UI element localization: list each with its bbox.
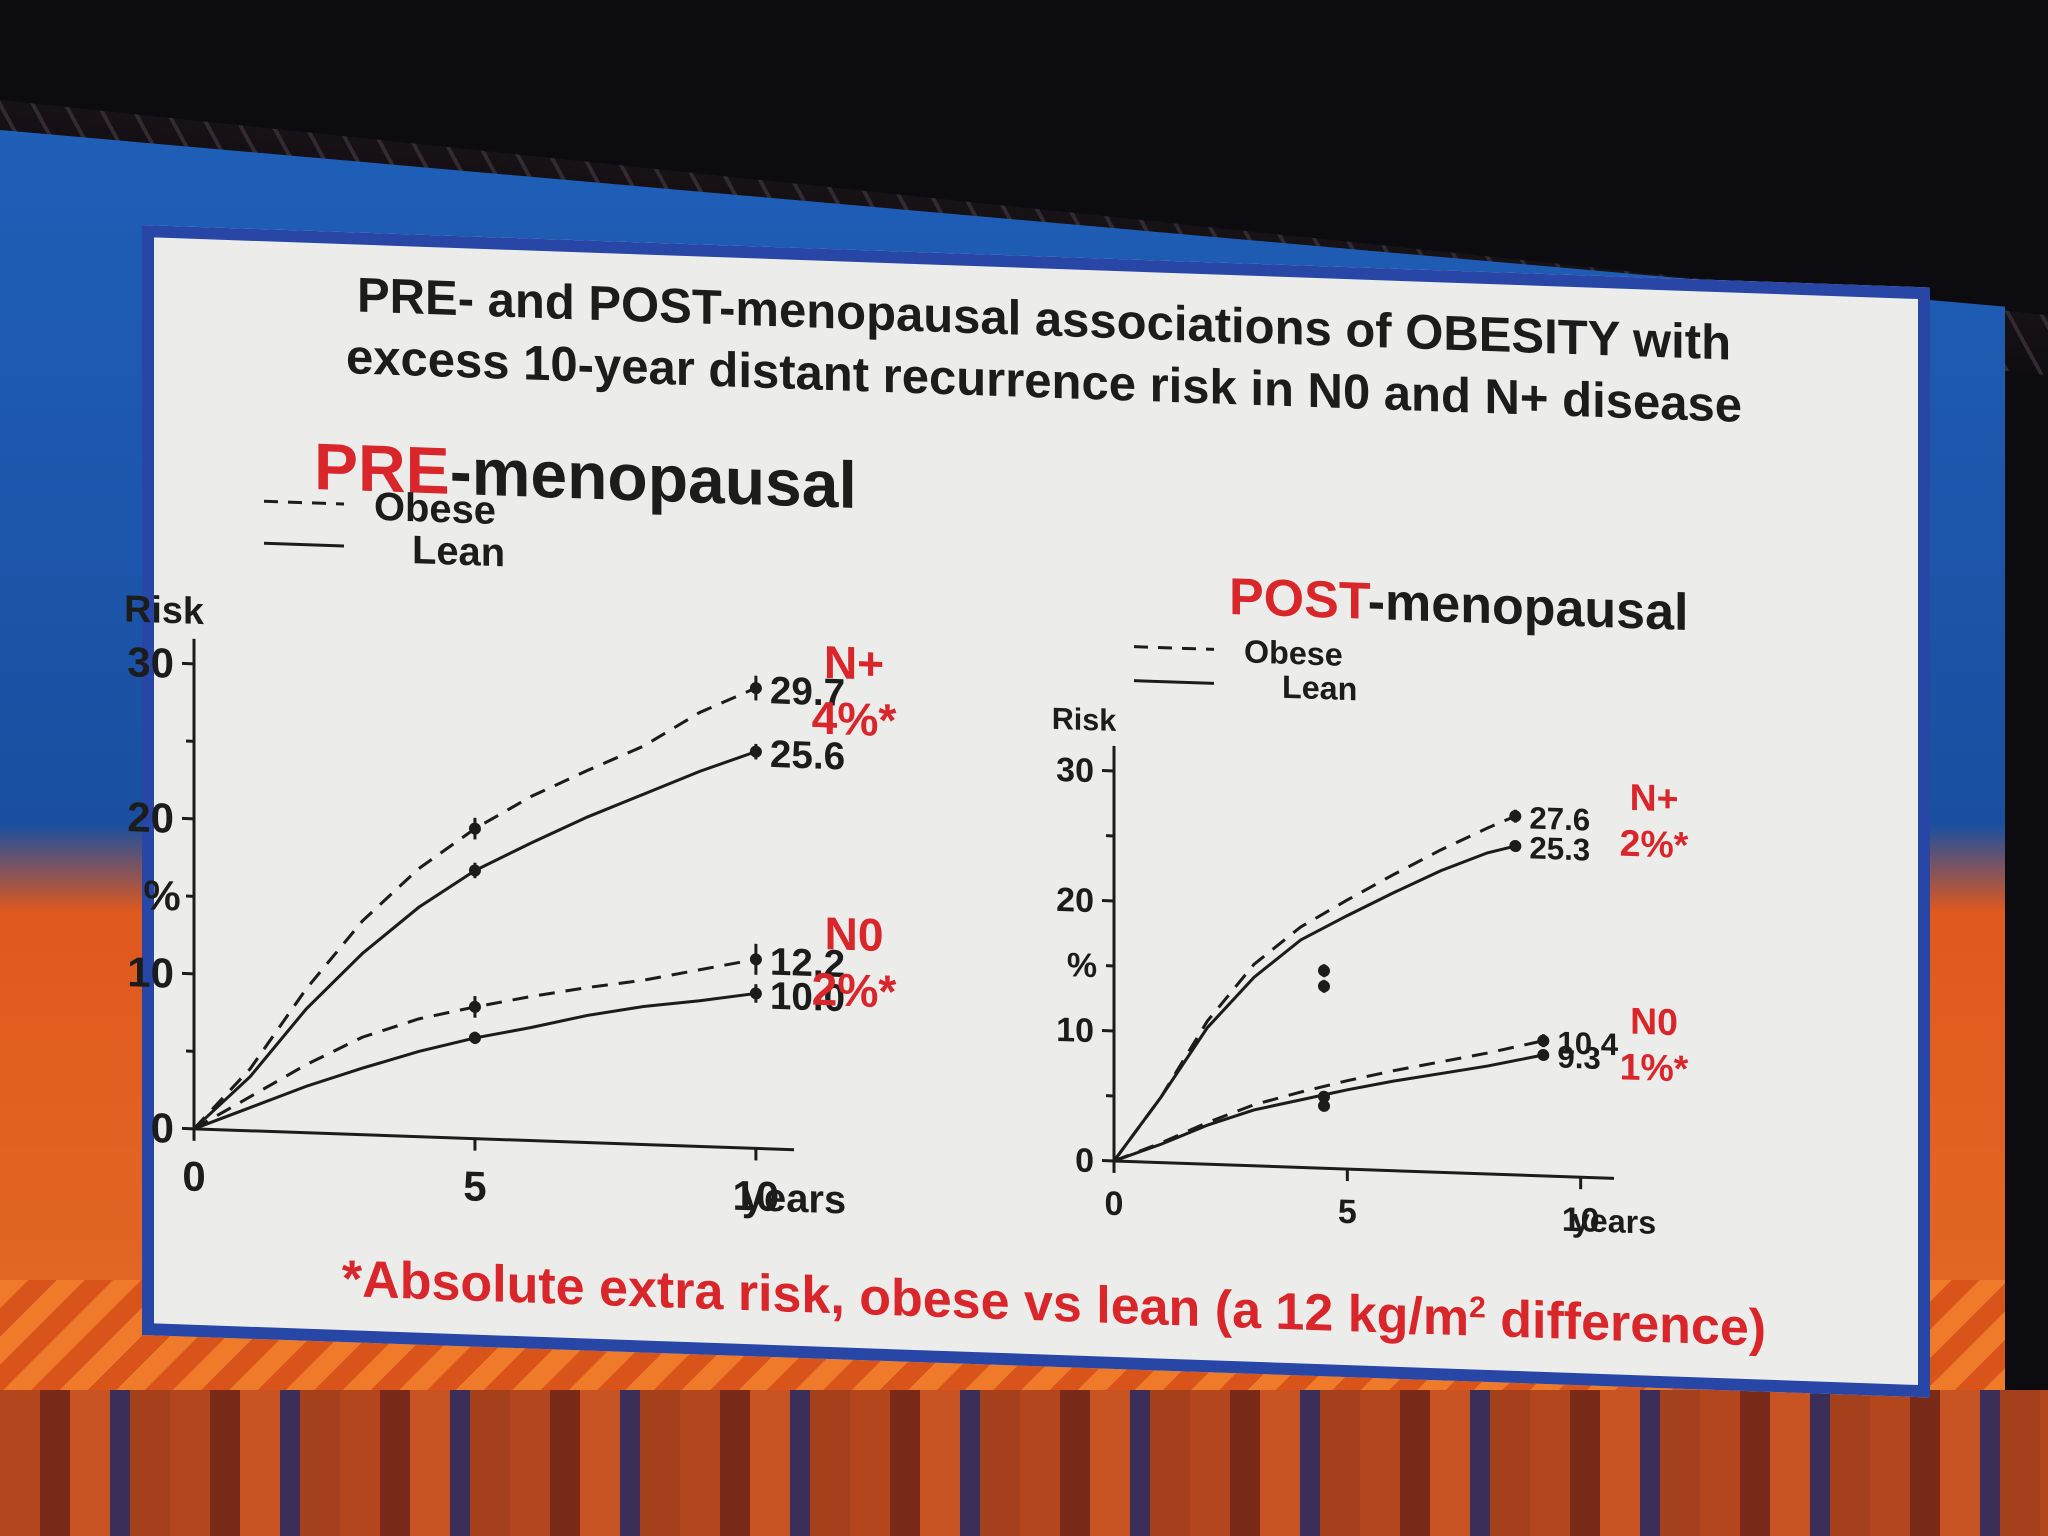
series-Nplus-lean [1112,844,1516,1162]
legend-label-obese: Obese [1244,633,1343,672]
y-tick-label: 30 [1056,751,1094,790]
y-axis-title: Risk [1052,702,1118,738]
excess-risk-Nplus: 2%* [1620,822,1689,866]
y-tick-label: 10 [1056,1011,1094,1050]
data-point [749,953,762,966]
series-N0-obese [1113,1039,1544,1163]
x-tick-label: 0 [1105,1185,1124,1224]
end-value-label: 9.3 [1557,1039,1600,1076]
series-Nplus-lean [192,750,757,1130]
data-point [468,1031,481,1044]
slide-title: PRE- and POST-menopausal associations of… [214,260,1874,442]
group-label-Nplus: N+ [824,636,884,690]
legend-swatch-obese [264,499,344,506]
footnote-main: *Absolute extra risk, obese vs lean (a 1… [341,1249,1470,1348]
data-point [468,1000,481,1013]
y-tick-label: 20 [127,793,174,842]
stage-curtain [0,1390,2048,1536]
x-tick-label: 5 [1338,1193,1357,1232]
footnote-end: difference) [1485,1289,1767,1358]
y-tick-label: 20 [1056,881,1094,920]
y-tick-label: 30 [127,638,174,687]
y-axis-title: Risk [124,588,205,633]
end-value-label: 29.7 [770,669,845,715]
x-axis [1114,1159,1614,1180]
excess-risk-N0: 1%* [1620,1045,1689,1089]
legend-swatch-lean [264,541,344,548]
legend-swatch-obese [1134,645,1214,651]
y-tick-label: 0 [151,1104,174,1152]
end-value-label: 10.0 [770,975,845,1021]
legend-label-lean: Lean [1282,669,1357,708]
y-axis-unit: % [143,871,180,919]
data-point [749,682,762,695]
data-point [1318,1090,1330,1103]
series-Nplus-obese [1112,814,1516,1162]
data-point [468,864,481,877]
x-axis-label: years [1572,1202,1656,1241]
data-point [749,745,762,758]
y-tick-label: 10 [127,948,174,997]
data-point [749,987,762,1000]
data-point [1537,1034,1550,1047]
data-point [1537,1049,1550,1062]
excess-risk-N0: 2%* [812,963,897,1018]
data-point [468,822,481,835]
end-value-label: 25.3 [1529,830,1590,867]
end-value-label: 25.6 [770,733,845,779]
data-point [1318,980,1330,993]
x-tick-label: 0 [182,1152,205,1200]
excess-risk-Nplus: 4%* [812,691,897,746]
data-point [1318,1099,1330,1112]
presentation-slide: PRE- and POST-menopausal associations of… [124,225,1930,1398]
x-axis-label: years [742,1175,846,1223]
y-axis-unit: % [1067,946,1097,985]
y-tick-label: 0 [1075,1141,1094,1180]
x-axis [194,1127,794,1152]
footnote-superscript: 2 [1469,1291,1486,1325]
legend-label-obese: Obese [374,485,496,533]
end-value-label: 27.6 [1529,801,1590,838]
series-Nplus-obese [192,686,757,1130]
end-value-label: 12.2 [770,941,845,987]
legend-swatch-lean [1134,679,1214,685]
x-tick-label: 10 [733,1172,780,1221]
data-point [1318,964,1330,977]
group-label-N0: N0 [1630,1000,1678,1044]
group-label-N0: N0 [824,907,883,961]
data-point [1509,840,1522,853]
end-value-label: 10.4 [1557,1025,1618,1062]
data-point [1509,810,1522,823]
x-tick-label: 5 [463,1162,486,1210]
group-label-Nplus: N+ [1630,776,1679,820]
x-tick-label: 10 [1562,1201,1600,1240]
legend-label-lean: Lean [412,528,505,575]
